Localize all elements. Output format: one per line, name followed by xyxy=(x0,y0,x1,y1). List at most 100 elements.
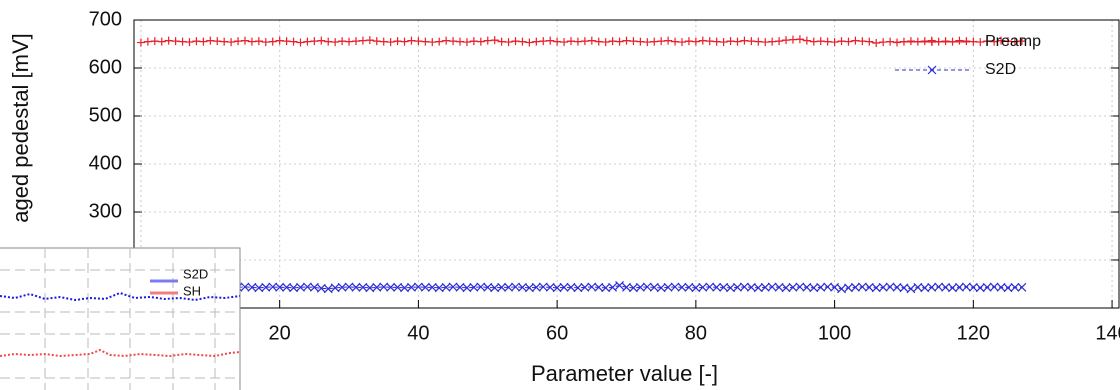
marker xyxy=(532,37,541,46)
marker xyxy=(982,282,992,292)
marker xyxy=(739,282,749,292)
marker xyxy=(608,282,618,292)
marker xyxy=(643,38,652,47)
marker xyxy=(712,37,721,46)
inset-legend-label: S2D xyxy=(183,266,208,281)
marker xyxy=(566,282,576,292)
marker xyxy=(788,35,797,44)
marker xyxy=(913,282,923,292)
marker xyxy=(746,282,756,292)
marker xyxy=(220,37,229,46)
marker xyxy=(504,38,513,47)
marker xyxy=(615,37,624,46)
marker xyxy=(164,36,173,45)
marker xyxy=(705,37,714,46)
marker xyxy=(615,281,624,290)
marker xyxy=(629,37,638,46)
marker xyxy=(330,283,340,293)
marker xyxy=(247,37,256,46)
marker xyxy=(684,282,694,292)
marker xyxy=(185,38,194,47)
marker xyxy=(462,283,472,293)
marker xyxy=(483,36,492,45)
marker xyxy=(656,283,666,293)
marker xyxy=(976,38,985,47)
marker xyxy=(538,282,548,292)
marker xyxy=(227,38,236,47)
marker xyxy=(455,282,465,292)
marker xyxy=(552,283,562,293)
marker xyxy=(989,282,999,292)
marker xyxy=(171,37,180,46)
marker xyxy=(275,36,284,45)
marker xyxy=(740,36,749,45)
x-tick-label: 20 xyxy=(269,322,291,344)
marker xyxy=(879,38,888,47)
marker xyxy=(442,36,451,45)
marker xyxy=(268,37,277,46)
x-tick-label: 120 xyxy=(957,322,990,344)
x-axis-label: Parameter value [-] xyxy=(531,361,718,386)
marker xyxy=(997,36,1006,45)
marker xyxy=(663,282,673,292)
marker xyxy=(774,282,784,292)
marker xyxy=(199,37,208,46)
marker xyxy=(885,282,895,292)
marker xyxy=(920,37,929,46)
marker xyxy=(573,37,582,46)
marker xyxy=(497,37,506,46)
marker xyxy=(719,38,728,47)
marker xyxy=(886,37,895,46)
marker xyxy=(622,282,631,292)
marker xyxy=(331,38,340,47)
marker xyxy=(844,283,853,293)
marker xyxy=(316,283,326,293)
marker xyxy=(448,282,458,292)
marker xyxy=(753,283,763,293)
marker xyxy=(872,39,881,48)
marker xyxy=(726,37,735,46)
marker xyxy=(712,282,722,292)
marker xyxy=(635,282,645,292)
marker xyxy=(760,282,770,292)
x-tick-label: 60 xyxy=(546,322,568,344)
marker xyxy=(1010,282,1020,292)
marker xyxy=(449,37,458,46)
marker xyxy=(296,38,305,47)
marker xyxy=(1003,283,1013,293)
inset-grid xyxy=(0,248,240,390)
marker xyxy=(608,37,617,46)
x-tick-label: 40 xyxy=(407,322,429,344)
marker xyxy=(178,37,187,46)
marker xyxy=(427,282,437,292)
marker xyxy=(691,37,700,46)
marker xyxy=(733,37,742,46)
marker xyxy=(560,38,569,47)
marker xyxy=(754,37,763,46)
marker xyxy=(671,37,680,46)
marker xyxy=(733,282,742,292)
marker xyxy=(601,38,610,47)
marker xyxy=(677,282,687,292)
marker xyxy=(275,282,285,292)
marker xyxy=(261,282,271,292)
marker xyxy=(1004,37,1013,46)
marker xyxy=(795,282,805,292)
marker xyxy=(948,283,957,293)
marker xyxy=(296,282,305,292)
marker xyxy=(414,37,423,46)
marker xyxy=(545,282,555,292)
marker xyxy=(767,282,777,292)
marker xyxy=(962,37,971,46)
marker xyxy=(268,282,278,292)
inset-s2d-line xyxy=(0,291,241,302)
marker xyxy=(539,37,548,46)
marker xyxy=(421,37,430,46)
marker xyxy=(768,37,777,46)
marker xyxy=(407,282,416,292)
marker xyxy=(677,38,686,47)
marker xyxy=(435,37,444,46)
marker xyxy=(594,37,603,46)
marker xyxy=(407,36,416,45)
marker xyxy=(490,283,500,293)
